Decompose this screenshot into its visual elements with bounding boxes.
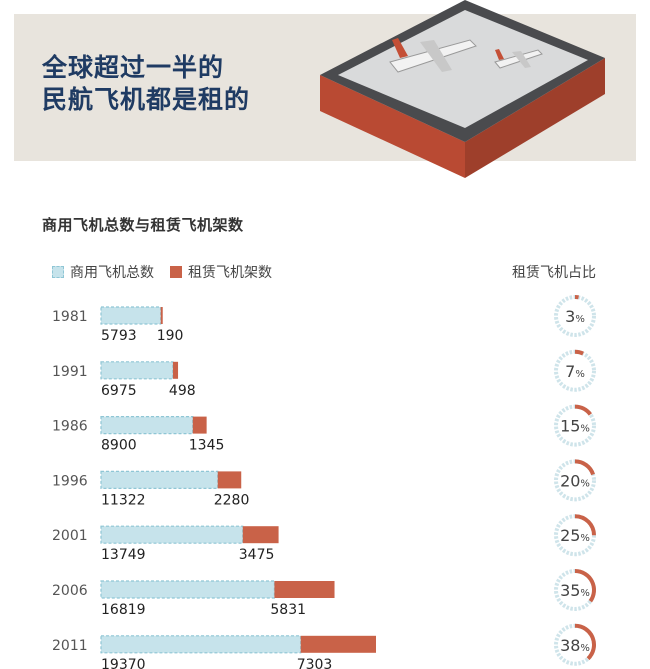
value-label-total: 11322 — [101, 492, 146, 508]
value-label-lease: 1345 — [189, 438, 225, 454]
ratio-arc — [574, 623, 596, 661]
ratio-label: 3% — [565, 307, 585, 326]
bar-total — [100, 470, 219, 489]
bar-total — [100, 525, 244, 544]
bar-lease — [160, 307, 163, 324]
bar-total — [100, 580, 276, 599]
airplane-large-icon — [389, 38, 477, 73]
value-label-lease: 7303 — [297, 657, 333, 669]
value-label-total: 5793 — [101, 328, 137, 344]
bar-lease — [300, 635, 376, 653]
ratio-arc — [574, 349, 584, 356]
ratio-label: 20% — [560, 471, 590, 490]
airplane-small-icon — [494, 49, 543, 69]
bar-lease — [242, 526, 279, 544]
value-label-lease: 5831 — [270, 602, 306, 618]
value-label-total: 13749 — [101, 547, 146, 563]
ratio-label: 35% — [560, 581, 590, 600]
chart-title: 商用飞机总数与租赁飞机架数 — [42, 216, 244, 234]
value-label-total: 8900 — [101, 438, 137, 454]
ratio-arc — [574, 514, 596, 536]
year-label: 1981 — [52, 309, 88, 325]
ratio-label: 15% — [560, 417, 590, 436]
ratio-column-title: 租赁飞机占比 — [512, 265, 596, 281]
ratio-arc — [574, 569, 596, 603]
value-label-total: 6975 — [101, 383, 137, 399]
bar-total — [100, 361, 174, 380]
legend-label-lease: 租赁飞机架数 — [188, 265, 272, 281]
year-label: 2001 — [52, 528, 88, 544]
value-label-lease: 2280 — [214, 492, 250, 508]
year-label: 2011 — [52, 638, 88, 654]
value-label-total: 19370 — [101, 657, 146, 669]
value-label-lease: 3475 — [239, 547, 275, 563]
value-label-total: 16819 — [101, 602, 146, 618]
ratio-label: 7% — [565, 362, 585, 381]
year-label: 2006 — [52, 583, 88, 599]
bar-lease — [274, 581, 335, 598]
legend-label-total: 商用飞机总数 — [70, 265, 154, 281]
bar-total — [100, 416, 194, 435]
bar-total — [100, 635, 302, 654]
year-label: 1986 — [52, 419, 88, 435]
legend-swatch-lease — [170, 266, 182, 278]
bar-lease — [192, 416, 207, 434]
ratio-label: 38% — [560, 636, 590, 655]
headline: 全球超过一半的 民航飞机都是租的 — [42, 53, 251, 114]
year-label: 1996 — [52, 473, 88, 489]
bar-lease — [172, 361, 179, 379]
ratio-arc — [574, 459, 595, 476]
bar-total — [100, 306, 162, 325]
bar-lease — [217, 471, 242, 489]
value-label-lease: 190 — [157, 328, 184, 344]
value-label-lease: 498 — [169, 383, 196, 399]
airport-illustration — [320, 0, 605, 178]
ratio-arc — [574, 404, 592, 416]
legend: 商用飞机总数 租赁飞机架数 — [52, 262, 272, 282]
year-label: 1991 — [52, 364, 88, 380]
legend-swatch-total — [52, 266, 64, 278]
ratio-label: 25% — [560, 526, 590, 545]
